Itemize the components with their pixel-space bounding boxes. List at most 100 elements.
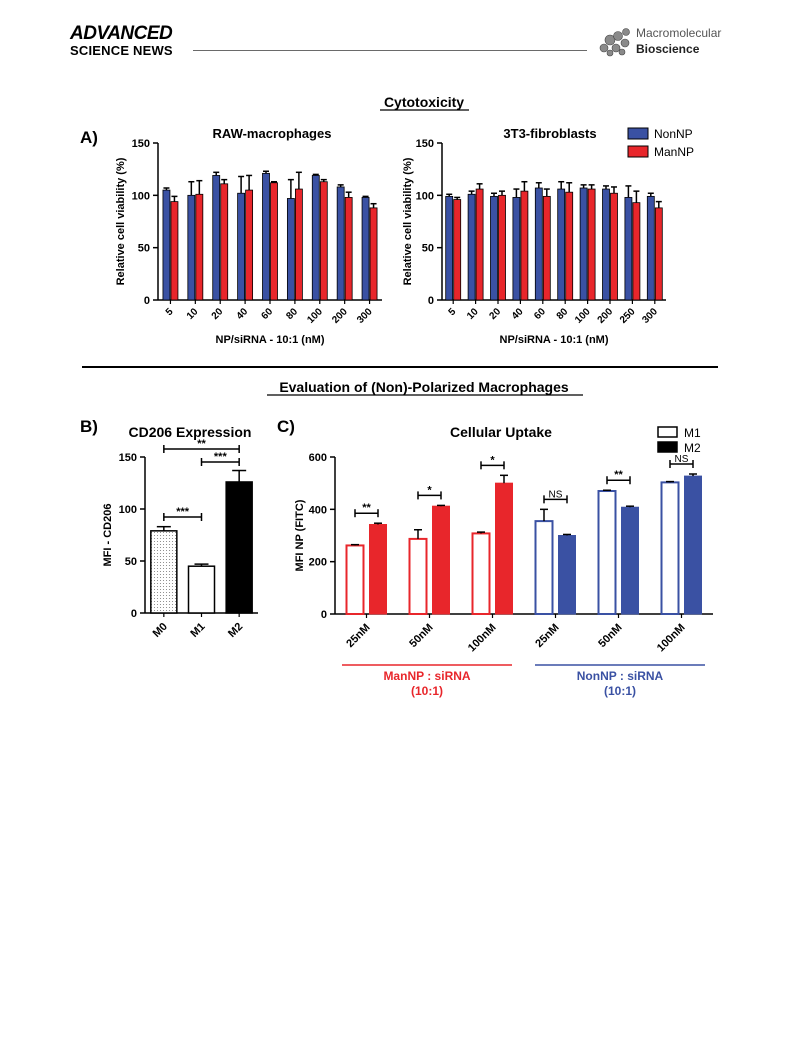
bar-m2 bbox=[225, 481, 253, 614]
y-tick-label: 0 bbox=[131, 608, 137, 620]
legend-label: M2 bbox=[684, 441, 701, 455]
bar-mannp bbox=[542, 195, 551, 301]
x-tick-label: 100nM bbox=[466, 622, 499, 655]
legend-swatch bbox=[627, 127, 649, 140]
bar-m1 bbox=[534, 520, 554, 616]
group-label: ManNP : siRNA bbox=[383, 669, 470, 683]
bar-nonnp bbox=[557, 188, 566, 301]
y-tick-label: 0 bbox=[428, 295, 434, 307]
significance-label: NS bbox=[675, 454, 689, 465]
bar-mannp bbox=[294, 188, 303, 301]
significance-label: ** bbox=[197, 438, 206, 450]
x-tick-label: 100 bbox=[573, 306, 593, 326]
y-tick-label: 400 bbox=[309, 504, 327, 516]
journal-name-line2: Bioscience bbox=[636, 42, 700, 56]
y-tick-label: 100 bbox=[132, 190, 150, 202]
x-tick-label: 20 bbox=[487, 306, 503, 322]
bar-nonnp bbox=[262, 172, 270, 301]
bar-m2 bbox=[558, 535, 576, 615]
y-tick-label: 150 bbox=[119, 452, 137, 464]
x-tick-label: 80 bbox=[555, 306, 571, 322]
significance-label: ** bbox=[614, 469, 623, 481]
bar-m2 bbox=[621, 506, 639, 615]
x-tick-label: 5 bbox=[164, 306, 176, 318]
y-tick-label: 150 bbox=[132, 138, 150, 150]
bar-nonnp bbox=[237, 192, 246, 301]
x-tick-label: 200 bbox=[596, 306, 616, 326]
y-tick-label: 100 bbox=[416, 190, 434, 202]
bar-mannp bbox=[195, 193, 204, 301]
x-tick-label: 40 bbox=[510, 306, 526, 322]
bar-mannp bbox=[170, 201, 179, 301]
x-tick-label: 60 bbox=[259, 306, 275, 322]
x-tick-label: 80 bbox=[284, 306, 300, 322]
x-tick-label: 25nM bbox=[533, 622, 561, 650]
bar-mannp bbox=[270, 182, 278, 301]
bar-mannp bbox=[453, 199, 462, 301]
journal-name-line1: Macromolecular bbox=[636, 26, 722, 40]
bar-mannp bbox=[520, 190, 529, 301]
panel-label-b: B) bbox=[80, 417, 98, 436]
logo-advanced-text: ADVANCED bbox=[70, 23, 173, 44]
x-tick-label: 10 bbox=[185, 306, 201, 322]
legend-label: ManNP bbox=[654, 145, 694, 159]
bar-mannp bbox=[632, 202, 641, 301]
x-tick-label: 250 bbox=[618, 306, 638, 326]
bar-nonnp bbox=[512, 197, 521, 301]
significance-label: * bbox=[490, 454, 495, 466]
bar-nonnp bbox=[467, 193, 476, 301]
bar-nonnp bbox=[162, 189, 171, 301]
bar-m1 bbox=[187, 565, 216, 614]
x-axis-title: NP/siRNA - 10:1 (nM) bbox=[216, 334, 325, 346]
x-tick-label: 100nM bbox=[655, 622, 688, 655]
x-tick-label: 300 bbox=[640, 306, 660, 326]
bar-nonnp bbox=[336, 186, 345, 301]
y-tick-label: 150 bbox=[416, 138, 434, 150]
bar-mannp bbox=[610, 192, 618, 301]
group-label-ratio: (10:1) bbox=[411, 684, 443, 698]
x-tick-label: 50nM bbox=[407, 622, 435, 650]
x-tick-label: 200 bbox=[330, 306, 350, 326]
bar-mannp bbox=[344, 197, 353, 301]
y-tick-label: 200 bbox=[309, 557, 327, 569]
bar-nonnp bbox=[646, 195, 655, 301]
chart-cd206-expression: 0 50 100 150 MFI - CD206 CD206 Expression M0 M1… bbox=[102, 424, 258, 640]
significance-label: NS bbox=[549, 489, 563, 500]
significance-label: * bbox=[427, 484, 432, 496]
bar-mannp bbox=[654, 207, 663, 301]
legend-label: M1 bbox=[684, 426, 701, 440]
y-tick-label: 0 bbox=[321, 609, 327, 621]
molecule-icon bbox=[599, 28, 630, 57]
chart-title: RAW-macrophages bbox=[213, 126, 332, 141]
bar-m2 bbox=[495, 482, 513, 615]
bar-nonnp bbox=[445, 195, 454, 301]
y-tick-label: 50 bbox=[138, 243, 150, 255]
panel-label-c: C) bbox=[277, 417, 295, 436]
bar-m1 bbox=[408, 537, 428, 616]
bar-mannp bbox=[565, 191, 574, 301]
journal-publisher-logo: ADVANCED SCIENCE NEWS bbox=[70, 24, 173, 57]
x-tick-label: 50nM bbox=[596, 622, 624, 650]
y-axis-title: Relative cell viability (%) bbox=[402, 157, 414, 285]
bar-m2 bbox=[432, 505, 450, 615]
x-tick-label: M2 bbox=[226, 621, 245, 640]
group-label: NonNP : siRNA bbox=[577, 669, 664, 683]
bar-nonnp bbox=[212, 175, 221, 301]
bar-nonnp bbox=[534, 187, 543, 301]
chart-title: CD206 Expression bbox=[129, 424, 252, 440]
legend-swatch bbox=[657, 441, 678, 453]
chart-title: 3T3-fibroblasts bbox=[503, 126, 596, 141]
section-title-cytotoxicity: Cytotoxicity bbox=[384, 94, 464, 110]
y-axis-title: Relative cell viability (%) bbox=[115, 157, 127, 285]
bar-mannp bbox=[245, 189, 254, 301]
bar-m2 bbox=[369, 524, 387, 615]
x-tick-label: 300 bbox=[355, 306, 375, 326]
y-tick-label: 600 bbox=[309, 452, 327, 464]
chart-title: Cellular Uptake bbox=[450, 424, 552, 440]
bar-nonnp bbox=[579, 187, 588, 301]
x-tick-label: 100 bbox=[305, 306, 325, 326]
y-axis-title: MFI NP (FITC) bbox=[294, 499, 306, 571]
bar-m2 bbox=[684, 475, 702, 615]
bar-mannp bbox=[220, 183, 229, 301]
